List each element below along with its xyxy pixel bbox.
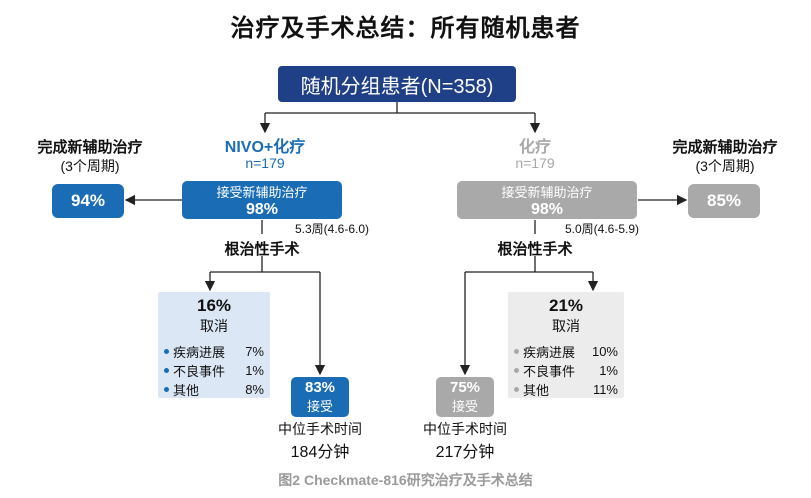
right-received-label: 接受新辅助治疗 — [501, 184, 593, 200]
left-received-pct: 98% — [245, 200, 279, 218]
left-completed-title: 完成新辅助治疗 — [37, 139, 143, 156]
right-completed-title: 完成新辅助治疗 — [672, 139, 778, 156]
bullet-icon — [164, 349, 169, 354]
bullet-icon — [514, 387, 519, 392]
left-cancel-label: 取消 — [200, 318, 228, 334]
bullet-icon — [514, 368, 519, 373]
right-received-pct: 98% — [530, 200, 564, 218]
left-accept-pct: 83% — [304, 379, 336, 396]
nivo-arm-title: NIVO+化疗 — [224, 139, 306, 156]
right-median-value: 217分钟 — [435, 444, 495, 461]
left-reason-row: 其他 8% — [164, 380, 264, 399]
right-cancel-label: 取消 — [552, 318, 580, 334]
right-reason-row: 其他 11% — [514, 380, 618, 399]
left-received-label: 接受新辅助治疗 — [216, 184, 308, 200]
bullet-icon — [514, 349, 519, 354]
page-title: 治疗及手术总结：所有随机患者 — [230, 15, 581, 42]
left-reason-row: 疾病进展 7% — [164, 342, 264, 361]
right-received-box: 接受新辅助治疗 98% — [457, 181, 637, 219]
left-cancel-pct: 16% — [196, 296, 232, 315]
chemo-arm-title: 化疗 — [518, 139, 551, 156]
left-received-box: 接受新辅助治疗 98% — [182, 181, 342, 219]
chemo-arm-n: n=179 — [515, 155, 555, 171]
right-completed-sub: (3个周期) — [695, 158, 755, 174]
left-completed-sub: (3个周期) — [60, 158, 120, 174]
right-reason-row: 不良事件 1% — [514, 361, 618, 380]
left-completed-pct: 94% — [52, 184, 124, 218]
left-median-label: 中位手术时间 — [278, 421, 362, 437]
left-cancel-panel: 16% 取消 疾病进展 7% 不良事件 1% 其他 8% — [158, 292, 270, 398]
left-median-value: 184分钟 — [290, 444, 350, 461]
right-duration: 5.0周(4.6-5.9) — [565, 222, 640, 236]
right-median-label: 中位手术时间 — [423, 421, 507, 437]
bullet-icon — [164, 387, 169, 392]
left-accept-box: 83% 接受 — [291, 377, 349, 417]
right-completed-pct: 85% — [688, 184, 760, 218]
right-reason-row: 疾病进展 10% — [514, 342, 618, 361]
figure-caption: 图2 Checkmate-816研究治疗及手术总结 — [278, 472, 533, 488]
right-cancel-pct: 21% — [548, 296, 584, 315]
left-accept-label: 接受 — [306, 399, 333, 414]
bullet-icon — [164, 368, 169, 373]
left-duration: 5.3周(4.6-6.0) — [295, 222, 370, 236]
right-surgery-label: 根治性手术 — [497, 241, 573, 258]
nivo-arm-n: n=179 — [245, 155, 285, 171]
left-reason-row: 不良事件 1% — [164, 361, 264, 380]
right-accept-label: 接受 — [451, 399, 478, 414]
right-accept-box: 75% 接受 — [436, 377, 494, 417]
randomized-patients-box: 随机分组患者(N=358) — [278, 66, 516, 102]
right-cancel-panel: 21% 取消 疾病进展 10% 不良事件 1% 其他 11% — [508, 292, 624, 398]
left-surgery-label: 根治性手术 — [224, 241, 300, 258]
right-accept-pct: 75% — [449, 379, 481, 396]
